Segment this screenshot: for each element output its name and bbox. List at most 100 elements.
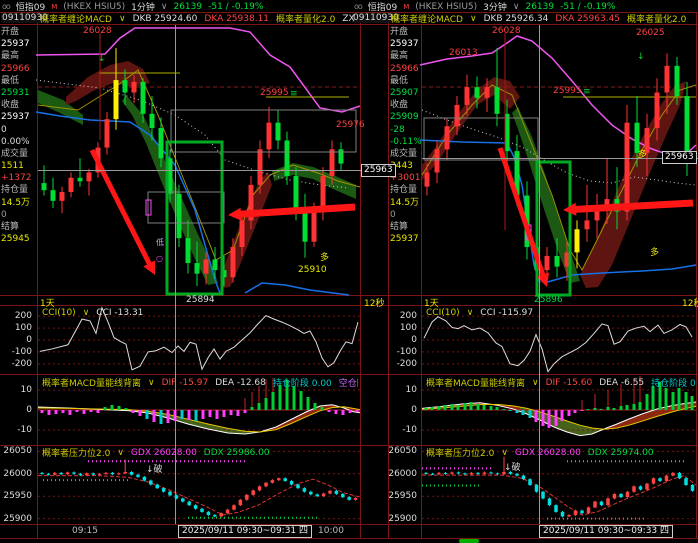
axis-tick-label: 100	[14, 323, 32, 333]
indicator-header-item[interactable]: CCI -13.31	[96, 307, 144, 318]
period-label-1d[interactable]: 1天	[40, 299, 55, 309]
svg-text:25976: 25976	[336, 120, 365, 130]
cci-panel-left[interactable]	[38, 306, 360, 374]
quote-line: 25966	[390, 63, 419, 74]
indicator-header-item[interactable]: ∨	[501, 447, 508, 458]
cci-panel-right[interactable]	[422, 306, 696, 374]
indicator-header-item[interactable]: DKB 25924.60	[132, 13, 198, 24]
quote-line: 25937	[390, 39, 419, 50]
pressure-panel-right[interactable]: ↓破	[422, 446, 697, 524]
indicator-header-item[interactable]: 持仓阶段 0.00	[651, 379, 696, 388]
indicator-header-item[interactable]: DKA 25938.11	[204, 13, 270, 24]
axis-tick-label: 25900	[388, 514, 417, 524]
indicator-header-item[interactable]: 概率者压力位2.0	[42, 449, 111, 458]
quote-line: -0.11%	[390, 136, 421, 147]
link-chain-icon[interactable]: oo	[2, 2, 11, 11]
indicator-header-item[interactable]: ∨	[118, 13, 126, 24]
indicator-header-item[interactable]: ∨	[531, 377, 539, 388]
main-indicator-header-left: 概率者缠论MACD ∨ DKB 25924.60 DKA 25938.11 概率者量化2…	[40, 13, 358, 25]
indicator-header-item[interactable]: DIF -15.60	[545, 377, 593, 388]
pressure-header-left: 概率者压力位2.0 ∨ GDX 26028.00 DDX 25986.00	[42, 447, 270, 459]
indicator-header-item[interactable]: 概率者缠论MACD	[391, 15, 463, 24]
indicator-header-item[interactable]: 概率者缠论MACD	[40, 15, 112, 24]
titlebar-item[interactable]: ∨	[512, 1, 520, 12]
svg-text:25995: 25995	[260, 88, 289, 98]
axis-tick-label: 26000	[3, 469, 32, 479]
axis-tick-label: -100	[11, 347, 32, 357]
titlebar-item[interactable]: 恒指09	[15, 3, 46, 13]
indicator-header-item[interactable]: ∨	[117, 447, 124, 458]
divider	[0, 12, 698, 13]
period-label-12s[interactable]: 12秒	[364, 299, 385, 309]
titlebar-item[interactable]: 26139	[525, 1, 555, 12]
quote-panel-left: 开盘 25937 最高 25966 最低 25931 收盘 25937 0 0.00% 成交量 151…	[1, 26, 37, 245]
macd-header-left: 概率者MACD量能线背离 ∨ DIF -15.97 DEA -12.68 持仓阶段 0.…	[42, 377, 358, 389]
link-chain-icon[interactable]: oo	[354, 2, 363, 11]
axis-tick-label: 10	[20, 385, 32, 395]
indicator-header-item[interactable]: GDX 26028.00	[514, 447, 581, 458]
indicator-header-item[interactable]: 概率者MACD量能线背离	[426, 379, 525, 388]
titlebar-item[interactable]: 恒指09	[367, 3, 398, 13]
pressure-panel-left[interactable]: ↓破	[38, 446, 361, 524]
divider	[0, 374, 698, 375]
indicator-header-item[interactable]: DDX 25986.00	[203, 447, 270, 458]
indicator-header-item[interactable]: CCI(10)	[426, 307, 460, 318]
titlebar-item[interactable]: -51 / -0.19%	[560, 1, 616, 12]
titlebar-item[interactable]: 3分钟	[483, 3, 507, 13]
titlebar-item[interactable]: -51 / -0.19%	[208, 1, 264, 12]
divider	[0, 305, 698, 306]
indicator-header-item[interactable]: DKA 25963.45	[555, 13, 621, 24]
indicator-header-item[interactable]: ∨	[147, 377, 155, 388]
indicator-header-item[interactable]: CCI(10)	[42, 307, 76, 318]
indicator-header-item[interactable]: DEA -6.55	[599, 377, 645, 388]
last-price-tag: 25963	[662, 151, 697, 164]
divider	[360, 13, 361, 538]
crosshair-vertical	[539, 25, 540, 524]
indicator-header-item[interactable]: 空仓阶段 0.00	[338, 379, 358, 388]
main-indicator-header-right: 概率者缠论MACD ∨ DKB 25926.34 DKA 25963.45 概率者量化2…	[391, 13, 696, 25]
period-label-12s[interactable]: 12秒	[682, 299, 698, 309]
svg-text:25995: 25995	[553, 86, 582, 96]
macd-panel-left[interactable]	[37, 376, 361, 444]
indicator-header-item[interactable]: 概率者MACD量能线背离	[42, 379, 141, 388]
axis-tick-label: -200	[396, 359, 417, 369]
axis-labels-left: 200 100 0 -100 -200 10 0 -10 26050 26000 25950 2590…	[0, 0, 34, 543]
period-label-1d[interactable]: 1天	[424, 299, 439, 309]
indicator-header-item[interactable]: 概率者量化2.0	[276, 15, 336, 24]
quote-line: 持仓量	[390, 185, 418, 196]
indicator-header-item[interactable]: ∨	[469, 13, 477, 24]
svg-text:↓: ↓	[98, 54, 106, 64]
indicator-header-item[interactable]: DEA -12.68	[215, 377, 266, 388]
quote-line: 结算	[390, 222, 409, 232]
indicator-header-item[interactable]: ∨	[466, 307, 474, 318]
titlebar-item[interactable]: ∨	[160, 1, 168, 12]
titlebar-item[interactable]: 1分钟	[131, 3, 155, 13]
titlebar-item[interactable]: 26139	[173, 1, 203, 12]
macd-panel-right[interactable]	[421, 376, 697, 444]
indicator-header-item[interactable]: 持仓阶段 0.00	[272, 379, 332, 388]
indicator-header-item[interactable]: CCI -115.97	[480, 307, 534, 318]
indicator-header-item[interactable]: 概率者压力位2.0	[426, 449, 495, 458]
quote-line: 25945	[1, 234, 30, 245]
indicator-header-item[interactable]: DKB 25926.34	[483, 13, 549, 24]
indicator-header-item[interactable]: GDX 26028.00	[130, 447, 197, 458]
titlebar-item[interactable]: M	[403, 2, 410, 11]
indicator-header-item[interactable]: ZX 25981.47	[342, 13, 358, 24]
quote-line: 收盘	[1, 100, 20, 111]
indicator-header-item[interactable]: DIF -15.97	[161, 377, 209, 388]
titlebar-item[interactable]: (HKEX HSIU5)	[63, 1, 126, 12]
divider	[0, 24, 698, 25]
main-chart-left[interactable]: 26028 ↓ 25995 ≡ 25976 25910 多 低 ○	[35, 25, 365, 296]
low-price-label: 25896	[534, 295, 563, 305]
titlebar-item[interactable]: (HKEX HSIU5)	[415, 1, 478, 12]
quote-line: 0.00%	[1, 136, 30, 147]
axis-tick-label: 26050	[388, 446, 417, 456]
svg-text:26028: 26028	[83, 26, 112, 36]
indicator-header-item[interactable]: ∨	[82, 307, 90, 318]
indicator-header-item[interactable]: 概率者量化2.0	[627, 15, 687, 24]
indicator-header-item[interactable]: DDX 25974.00	[587, 447, 654, 458]
svg-text:低: 低	[156, 237, 164, 247]
axis-tick-label: 10	[405, 385, 417, 395]
titlebar-item[interactable]: M	[51, 2, 58, 11]
